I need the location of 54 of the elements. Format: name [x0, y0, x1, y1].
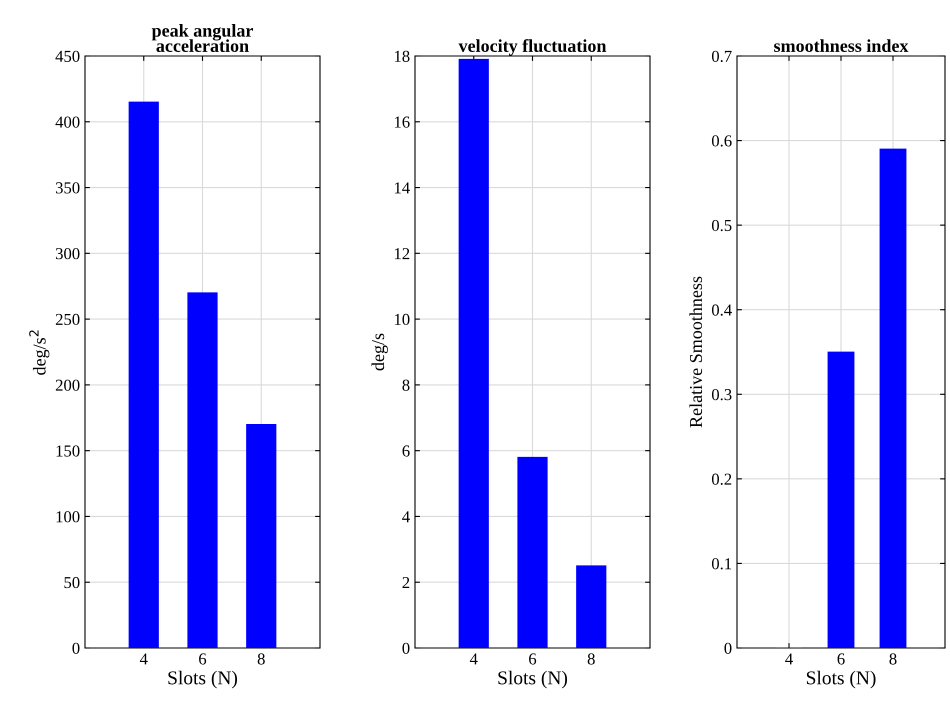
y-tick-label: 0.1: [712, 558, 732, 570]
x-tick-label: 6: [529, 653, 536, 665]
y-tick-label: 0: [724, 642, 732, 654]
x-tick-label: 4: [470, 653, 478, 664]
y-tick-label: 150: [56, 445, 80, 457]
bar: [576, 565, 606, 648]
x-tick-label: 8: [258, 653, 265, 665]
y-axis-title: deg/s$^{2}$: [29, 330, 50, 375]
chart-title: velocity fluctuation: [458, 39, 606, 56]
y-tick-label: 50: [64, 576, 80, 588]
y-tick-label: 0.4: [712, 304, 732, 316]
y-axis-title: deg/s: [371, 334, 388, 370]
bar: [128, 102, 159, 648]
chart-title: peak angular acceleration: [152, 24, 254, 52]
chart-title: smoothness index: [774, 39, 908, 52]
x-tick-label: 6: [199, 653, 206, 665]
y-tick-label: 350: [56, 182, 80, 194]
y-tick-label: 250: [56, 314, 80, 326]
y-tick-label: 16: [394, 116, 410, 128]
y-tick-label: 200: [56, 380, 80, 391]
y-tick-label: 0.6: [712, 135, 732, 147]
x-axis-title: Slots (N): [498, 670, 568, 688]
y-tick-label: 0: [402, 642, 410, 654]
y-tick-label: 10: [394, 314, 410, 326]
bar: [246, 424, 276, 648]
x-axis-title: Slots (N): [168, 670, 238, 688]
y-tick-label: 0.7: [712, 50, 732, 62]
bar: [458, 58, 489, 648]
x-axis-title: Slots (N): [806, 670, 876, 688]
y-tick-label: 4: [402, 511, 410, 522]
y-tick-label: 400: [55, 116, 80, 128]
y-tick-label: 12: [394, 248, 410, 260]
y-tick-label: 6: [402, 445, 410, 457]
x-tick-label: 6: [838, 653, 845, 665]
y-axis-title: Relative Smoothness: [689, 276, 702, 428]
y-tick-label: 0.2: [712, 474, 732, 485]
y-tick-label: 18: [394, 50, 410, 62]
y-tick-label: 0.5: [712, 220, 732, 232]
y-tick-label: 100: [56, 511, 80, 522]
y-tick-label: 450: [55, 50, 80, 62]
y-tick-label: 0: [72, 642, 80, 654]
bar: [187, 292, 218, 648]
y-tick-label: 2: [402, 576, 410, 588]
bar: [880, 148, 906, 648]
y-tick-label: 14: [394, 182, 410, 194]
y-tick-label: 8: [402, 380, 410, 391]
y-tick-label: 0.3: [712, 388, 732, 400]
x-tick-label: 8: [588, 653, 595, 665]
y-tick-label: 300: [56, 248, 80, 260]
x-tick-label: 4: [785, 653, 793, 664]
bar: [828, 352, 854, 648]
bar: [517, 456, 548, 648]
x-tick-label: 4: [140, 653, 148, 664]
x-tick-label: 8: [889, 653, 897, 665]
